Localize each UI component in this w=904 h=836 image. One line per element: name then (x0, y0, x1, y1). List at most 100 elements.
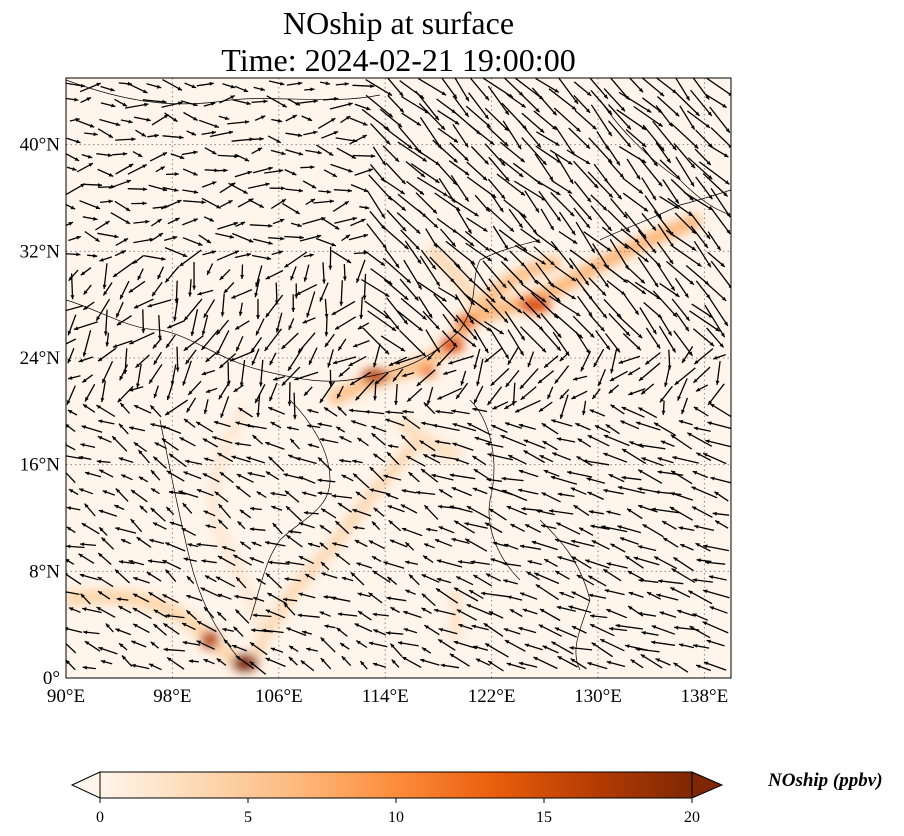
wind-arrow-head (544, 363, 549, 368)
wind-arrow-shaft (370, 123, 391, 145)
wind-arrow-head (592, 125, 597, 130)
wind-arrow-shaft (634, 281, 662, 300)
wind-arrow-shaft (603, 452, 628, 463)
wind-arrow-head (202, 473, 208, 477)
wind-arrow-head (95, 237, 100, 242)
wind-arrow-head (193, 190, 199, 194)
wind-arrow-head (203, 659, 208, 663)
wind-arrow-head (637, 443, 643, 448)
wind-arrow-shaft (176, 346, 179, 372)
wind-arrow-head (584, 280, 589, 286)
wind-arrow-head (381, 160, 386, 166)
wind-arrow-head (279, 218, 285, 223)
wind-arrow-head (151, 470, 156, 475)
wind-arrow-head (185, 359, 190, 365)
wind-arrow-shaft (380, 335, 406, 352)
wind-arrow-head (678, 643, 684, 647)
wind-arrow-head (186, 610, 191, 615)
wind-arrow-head (685, 96, 690, 101)
wind-arrow-head (149, 379, 153, 384)
wind-arrow-head (519, 384, 525, 389)
wind-arrow-shaft (297, 332, 316, 354)
wind-arrow-head (500, 194, 505, 199)
wind-arrow-head (571, 591, 576, 596)
wind-arrow-shaft (467, 314, 492, 332)
wind-arrow-head (363, 250, 368, 255)
wind-arrow-head (436, 588, 441, 593)
wind-arrow-head (270, 647, 276, 652)
wind-arrow-head (639, 376, 644, 381)
wind-arrow-head (335, 521, 340, 526)
wind-arrow-head (288, 529, 293, 534)
wind-arrow-head (385, 418, 390, 423)
wind-arrow-head (692, 578, 697, 582)
wind-arrow-head (211, 250, 217, 255)
wind-arrow-head (397, 123, 402, 128)
wind-arrow-head (169, 521, 175, 526)
wind-arrow-head (616, 348, 620, 353)
wind-arrow-head (520, 335, 525, 341)
wind-arrow-head (454, 587, 459, 592)
wind-arrow-head (280, 236, 285, 241)
wind-arrow-head (175, 367, 180, 372)
wind-arrow-head (354, 623, 360, 627)
wind-arrow-shaft (294, 371, 319, 381)
wind-arrow-head (670, 434, 676, 439)
wind-arrow-head (485, 643, 490, 648)
wind-arrow-head (628, 371, 633, 375)
wind-arrow-head (306, 312, 310, 318)
wind-arrow-head (388, 520, 393, 525)
wind-arrow-head (286, 627, 291, 632)
wind-arrow-head (684, 293, 689, 298)
wind-arrow-head (657, 457, 662, 461)
wind-vectors (66, 78, 731, 675)
wind-arrow-head (134, 304, 139, 309)
y-tick-label: 16°N (20, 455, 61, 476)
y-axis-ticks: 0°8°N16°N24°N32°N40°N (20, 135, 61, 689)
wind-arrow-head (233, 222, 238, 226)
wind-arrow-head (602, 313, 607, 319)
wind-arrow-shaft (635, 421, 661, 431)
wind-arrow-head (692, 471, 698, 475)
wind-arrow-shaft (540, 208, 555, 231)
wind-arrow-shaft (688, 211, 711, 240)
wind-arrow-head (640, 279, 645, 284)
wind-arrow-head (341, 576, 347, 581)
wind-arrow-head (351, 154, 356, 159)
wind-arrow-head (585, 160, 591, 164)
wind-arrow-head (182, 253, 188, 257)
wind-arrow-shaft (469, 78, 490, 101)
wind-arrow-shaft (686, 432, 713, 447)
wind-arrow-shaft (363, 273, 367, 300)
wind-arrow-head (174, 188, 179, 192)
wind-arrow-head (464, 197, 469, 202)
wind-arrow-head (638, 578, 643, 583)
colorbar-tick-label: 5 (244, 809, 252, 826)
wind-arrow-head (297, 223, 302, 228)
wind-arrow-head (154, 133, 159, 138)
wind-arrow-shaft (637, 469, 663, 484)
wind-arrow-shaft (551, 641, 574, 655)
wind-arrow-head (502, 561, 507, 566)
wind-arrow-head (416, 121, 421, 126)
wind-arrow-head (434, 608, 439, 613)
wind-arrow-head (80, 542, 85, 547)
wind-arrow-shaft (129, 332, 155, 345)
wind-arrow-head (387, 91, 393, 96)
wind-arrow-head (697, 262, 702, 267)
wind-arrow-head (641, 290, 646, 294)
wind-arrow-head (291, 307, 296, 312)
wind-arrow-shaft (463, 293, 490, 313)
wind-arrow-head (183, 418, 189, 423)
wind-arrow-shaft (466, 505, 492, 520)
wind-arrow-head (250, 506, 255, 511)
wind-arrow-shaft (548, 509, 574, 515)
wind-arrow-head (487, 453, 492, 457)
wind-arrow-shaft (464, 538, 488, 552)
wind-arrow-head (201, 559, 206, 563)
wind-arrow-head (484, 522, 490, 527)
wind-arrow-head (521, 507, 526, 511)
wind-arrow-head (283, 473, 288, 477)
wind-arrow-head (196, 542, 201, 547)
wind-arrow-shaft (507, 329, 525, 356)
